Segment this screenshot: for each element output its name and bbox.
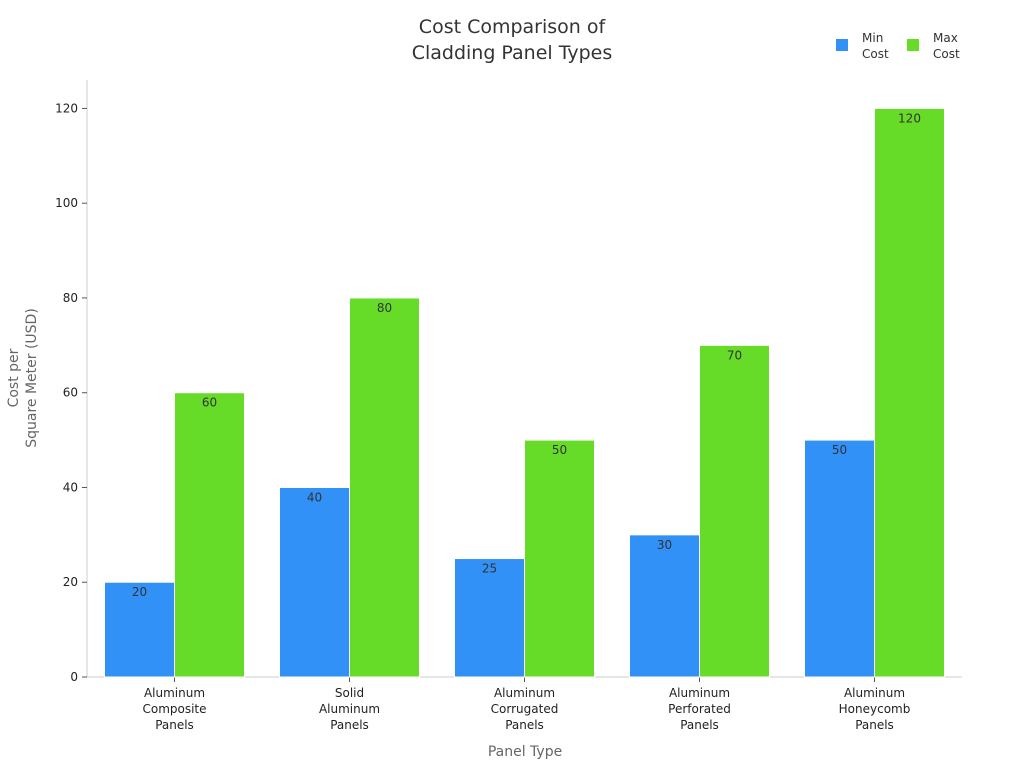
value-label: 40 (307, 490, 322, 504)
bar (524, 439, 595, 678)
value-label: 25 (482, 562, 497, 576)
y-tick-label: 120 (55, 101, 78, 115)
bar (699, 344, 770, 678)
bar (629, 534, 700, 678)
legend-swatch (907, 39, 919, 51)
x-tick-label: Aluminum Corrugated Panels (491, 686, 559, 732)
bar (349, 297, 420, 678)
y-tick-label: 40 (63, 480, 78, 494)
legend-label: Min Cost (862, 31, 889, 61)
y-tick-label: 100 (55, 196, 78, 210)
bar (279, 486, 350, 678)
x-tick-label: Aluminum Perforated Panels (668, 686, 731, 732)
x-tick-label: Aluminum Composite Panels (142, 686, 206, 732)
value-label: 120 (898, 111, 921, 125)
x-tick-label: Aluminum Honeycomb Panels (839, 686, 911, 732)
bar (874, 107, 945, 678)
value-label: 50 (552, 443, 567, 457)
value-label: 50 (832, 443, 847, 457)
y-tick-label: 80 (63, 291, 78, 305)
value-label: 60 (202, 396, 217, 410)
x-axis-label: Panel Type (488, 744, 562, 760)
y-tick-label: 20 (63, 575, 78, 589)
legend-swatch (836, 39, 848, 51)
bar (454, 558, 525, 678)
value-label: 20 (132, 585, 147, 599)
bar (174, 392, 245, 678)
value-label: 80 (377, 301, 392, 315)
y-tick-label: 0 (70, 670, 78, 684)
value-label: 30 (657, 538, 672, 552)
x-tick-label: Solid Aluminum Panels (319, 686, 380, 732)
y-axis-label: Cost per Square Meter (USD) (6, 308, 40, 448)
value-label: 70 (727, 348, 742, 362)
bar (804, 439, 875, 678)
y-tick-label: 60 (63, 386, 78, 400)
chart-title: Cost Comparison of Cladding Panel Types (412, 16, 613, 64)
legend-label: Max Cost (933, 31, 960, 61)
